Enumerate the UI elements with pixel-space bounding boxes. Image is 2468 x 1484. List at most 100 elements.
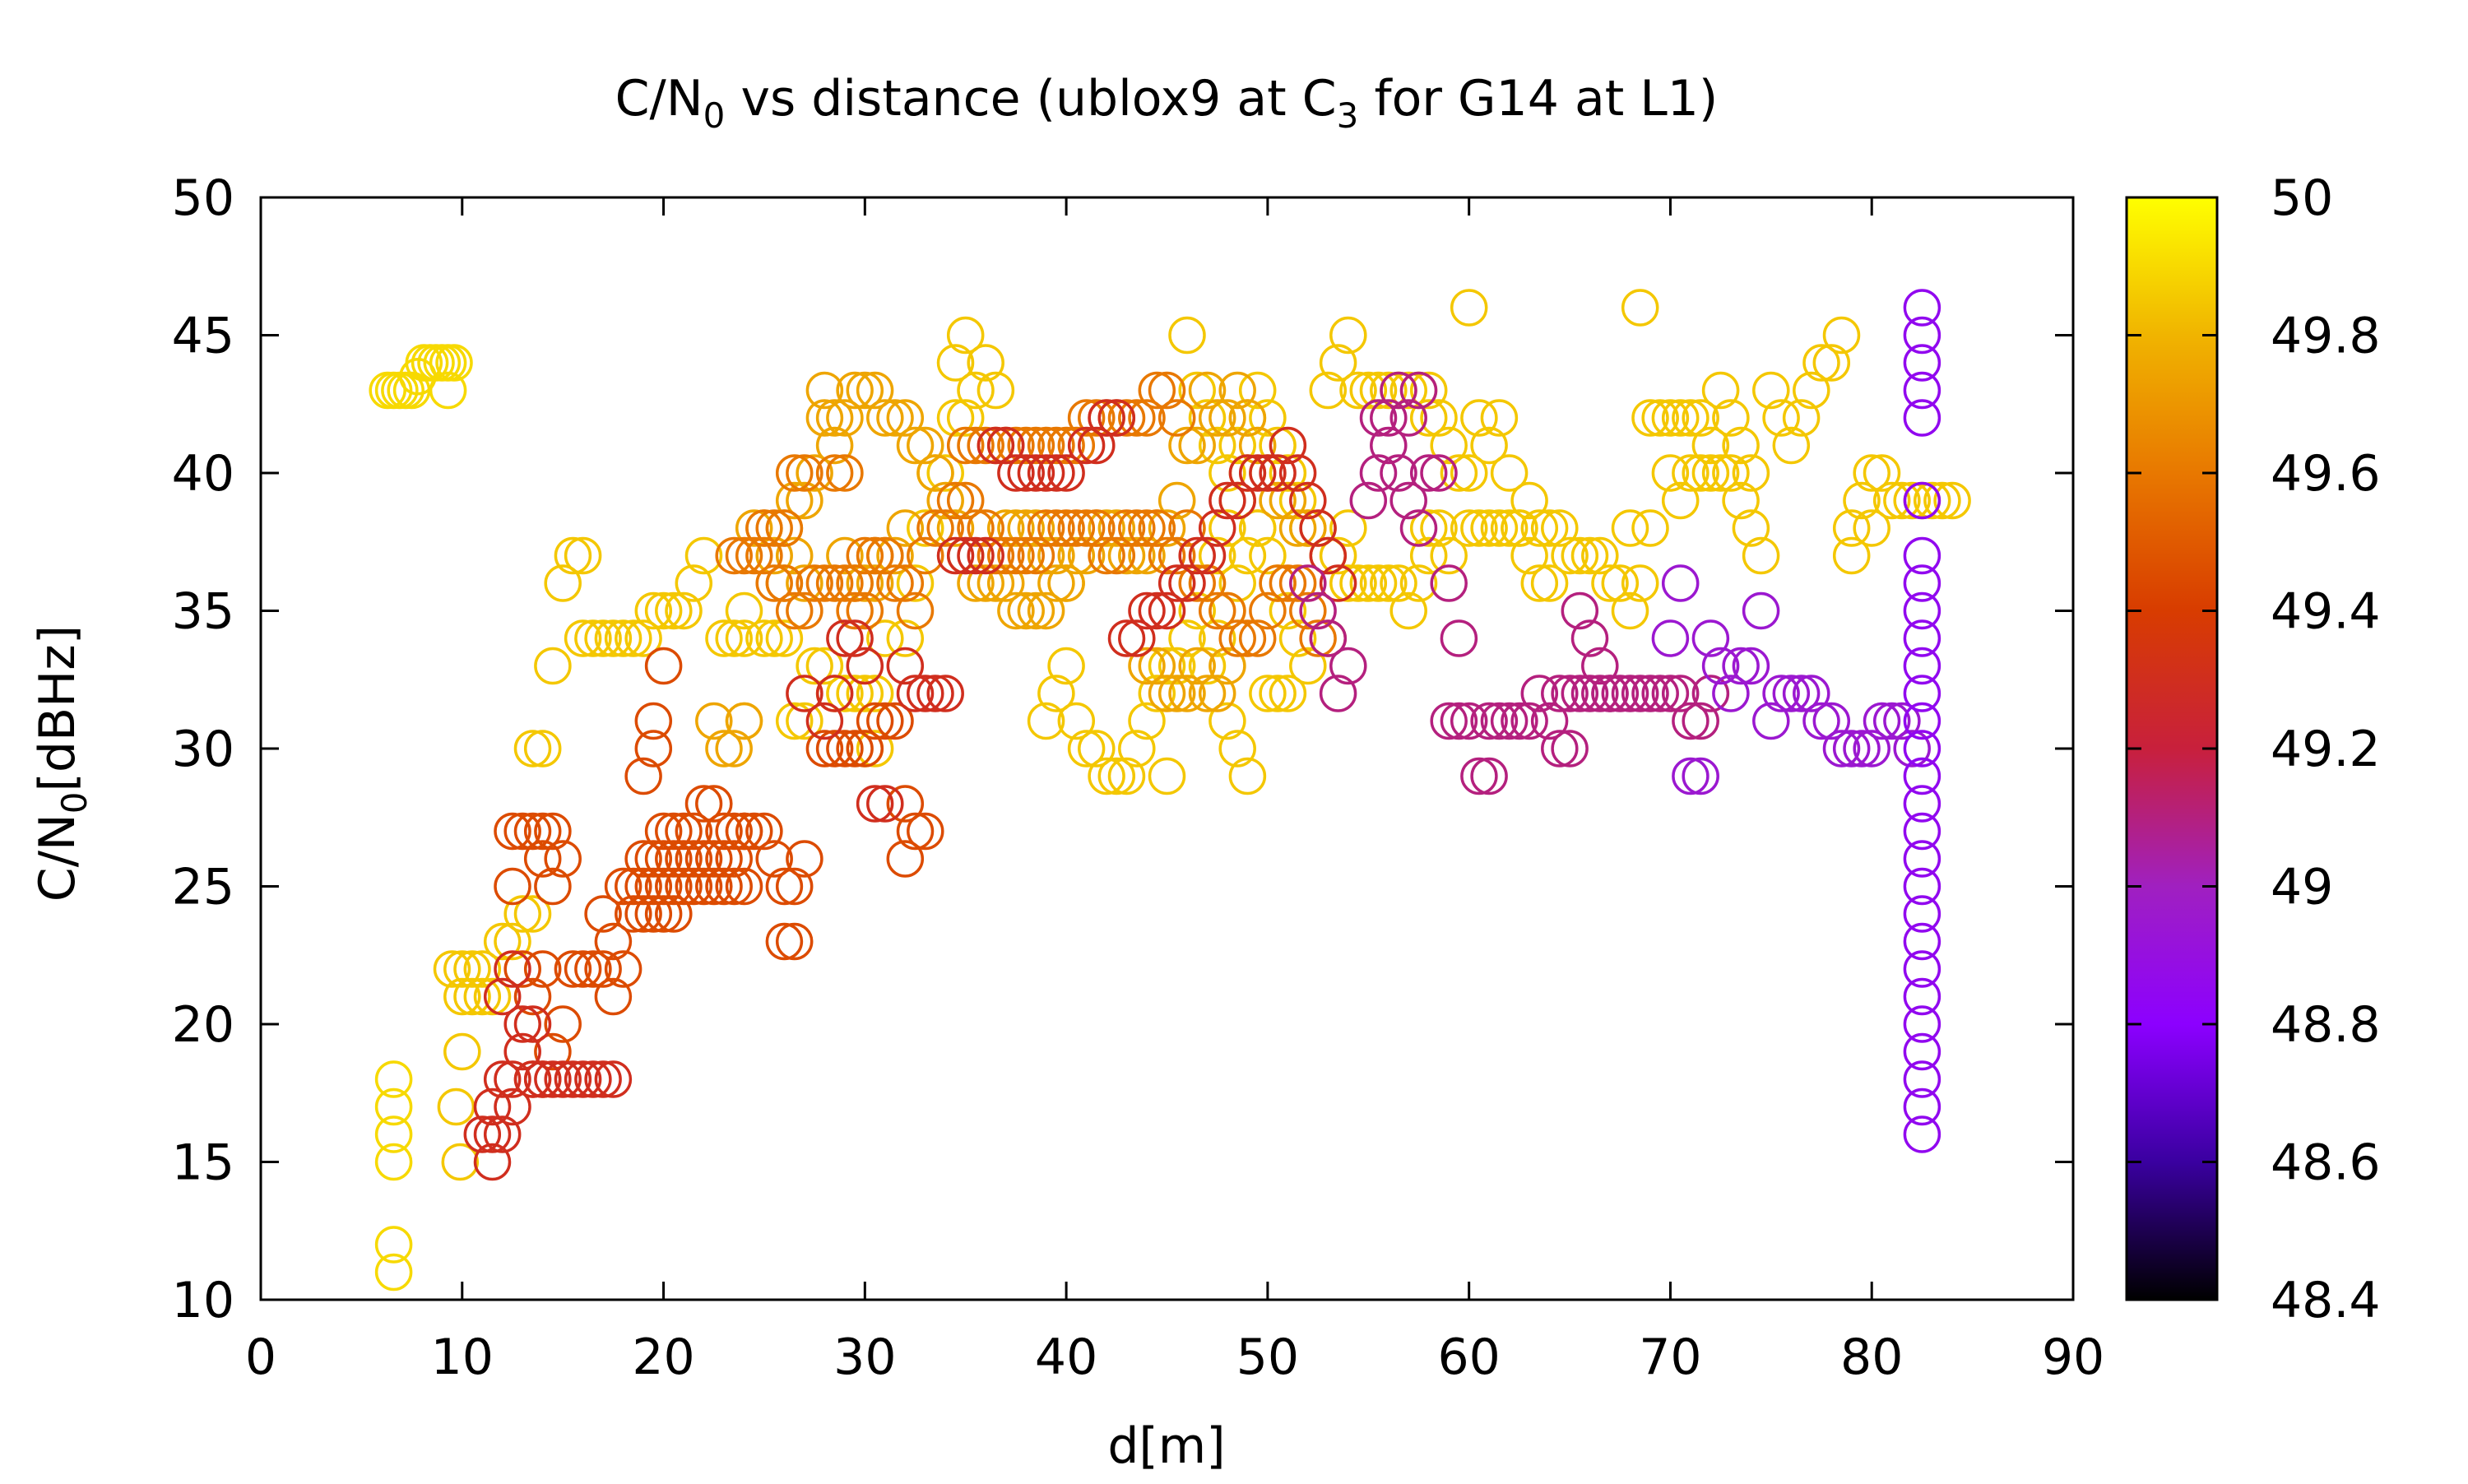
data-point bbox=[1501, 702, 1538, 740]
data-point bbox=[1097, 536, 1136, 575]
data-point bbox=[866, 399, 904, 437]
data-point bbox=[523, 730, 562, 768]
data-point bbox=[725, 536, 763, 575]
data-point bbox=[1078, 426, 1116, 465]
data-point bbox=[1742, 536, 1780, 575]
data-point bbox=[1208, 509, 1246, 547]
data-point bbox=[1017, 454, 1055, 492]
data-point bbox=[1470, 509, 1508, 547]
data-point bbox=[513, 895, 552, 933]
data-point bbox=[1148, 536, 1186, 575]
data-point bbox=[967, 536, 1004, 575]
y-tick-label: 30 bbox=[172, 721, 234, 778]
data-point bbox=[523, 950, 562, 988]
data-point bbox=[886, 619, 925, 657]
data-point bbox=[1591, 675, 1629, 712]
data-point bbox=[1047, 509, 1085, 547]
data-point bbox=[494, 1087, 531, 1126]
data-point bbox=[655, 591, 693, 630]
data-point bbox=[1470, 702, 1508, 740]
data-point bbox=[745, 509, 783, 547]
data-point bbox=[1812, 702, 1851, 740]
data-point bbox=[1289, 564, 1327, 602]
data-point bbox=[615, 867, 652, 906]
data-point bbox=[564, 619, 602, 657]
data-point bbox=[644, 591, 683, 630]
data-point bbox=[1088, 399, 1125, 437]
data-point bbox=[1027, 702, 1065, 740]
data-point bbox=[1903, 481, 1941, 520]
data-point bbox=[815, 675, 854, 712]
data-point bbox=[1128, 702, 1166, 740]
data-point bbox=[1872, 481, 1911, 520]
data-point bbox=[1903, 316, 1941, 355]
data-point bbox=[926, 454, 964, 492]
data-point bbox=[1178, 371, 1216, 410]
data-point bbox=[926, 481, 964, 520]
data-point bbox=[1319, 564, 1357, 602]
data-point bbox=[705, 840, 743, 878]
data-point bbox=[1631, 399, 1669, 437]
data-point bbox=[1138, 647, 1176, 685]
data-point bbox=[1047, 426, 1085, 465]
data-point bbox=[1218, 564, 1256, 602]
data-point bbox=[374, 1115, 413, 1153]
data-point bbox=[1903, 977, 1941, 1016]
data-point bbox=[1621, 289, 1659, 327]
data-point bbox=[1570, 675, 1609, 712]
data-point bbox=[1329, 316, 1367, 355]
data-point bbox=[1682, 757, 1719, 795]
data-point bbox=[1672, 702, 1710, 740]
data-point bbox=[846, 564, 884, 602]
data-point bbox=[1168, 426, 1206, 465]
data-point bbox=[1551, 536, 1589, 575]
data-point bbox=[826, 399, 864, 437]
data-point bbox=[1591, 564, 1629, 602]
data-point bbox=[775, 867, 814, 906]
data-point bbox=[1399, 564, 1438, 602]
data-point bbox=[1188, 564, 1227, 602]
data-point bbox=[634, 895, 673, 933]
data-point bbox=[624, 867, 662, 906]
colorbar-gradient bbox=[2125, 196, 2219, 1301]
data-point bbox=[705, 619, 743, 657]
data-point bbox=[544, 1060, 582, 1098]
y-axis-label: C/N0[dBHz] bbox=[29, 625, 95, 902]
data-point bbox=[745, 536, 783, 575]
data-point bbox=[1853, 454, 1890, 492]
data-point bbox=[1732, 454, 1770, 492]
data-point bbox=[907, 812, 944, 851]
data-point bbox=[1128, 536, 1166, 575]
data-point bbox=[1359, 371, 1398, 410]
y-tick-label: 20 bbox=[172, 996, 234, 1054]
data-point bbox=[1470, 757, 1508, 795]
data-point bbox=[554, 950, 592, 988]
data-point bbox=[846, 730, 884, 768]
data-point bbox=[634, 867, 673, 906]
data-point bbox=[826, 564, 864, 602]
data-point bbox=[1903, 840, 1941, 878]
data-point bbox=[1359, 399, 1398, 437]
data-point bbox=[594, 1060, 633, 1098]
data-point bbox=[1752, 371, 1790, 410]
data-point bbox=[1037, 536, 1075, 575]
data-point bbox=[1682, 454, 1719, 492]
data-point bbox=[1218, 426, 1256, 465]
data-point bbox=[1903, 675, 1941, 712]
data-point bbox=[1027, 509, 1065, 547]
data-point bbox=[574, 619, 612, 657]
data-point bbox=[786, 675, 823, 712]
data-point bbox=[1198, 675, 1236, 712]
data-point bbox=[1289, 509, 1327, 547]
data-point bbox=[1490, 702, 1529, 740]
data-point bbox=[1541, 675, 1579, 712]
data-point bbox=[429, 371, 467, 410]
data-point bbox=[564, 950, 602, 988]
data-point bbox=[1561, 675, 1599, 712]
data-point bbox=[1409, 536, 1448, 575]
data-point bbox=[715, 536, 753, 575]
data-point bbox=[967, 426, 1004, 465]
x-tick-label: 40 bbox=[1035, 1329, 1097, 1386]
data-point bbox=[946, 481, 985, 520]
x-tick-label: 10 bbox=[431, 1329, 494, 1386]
